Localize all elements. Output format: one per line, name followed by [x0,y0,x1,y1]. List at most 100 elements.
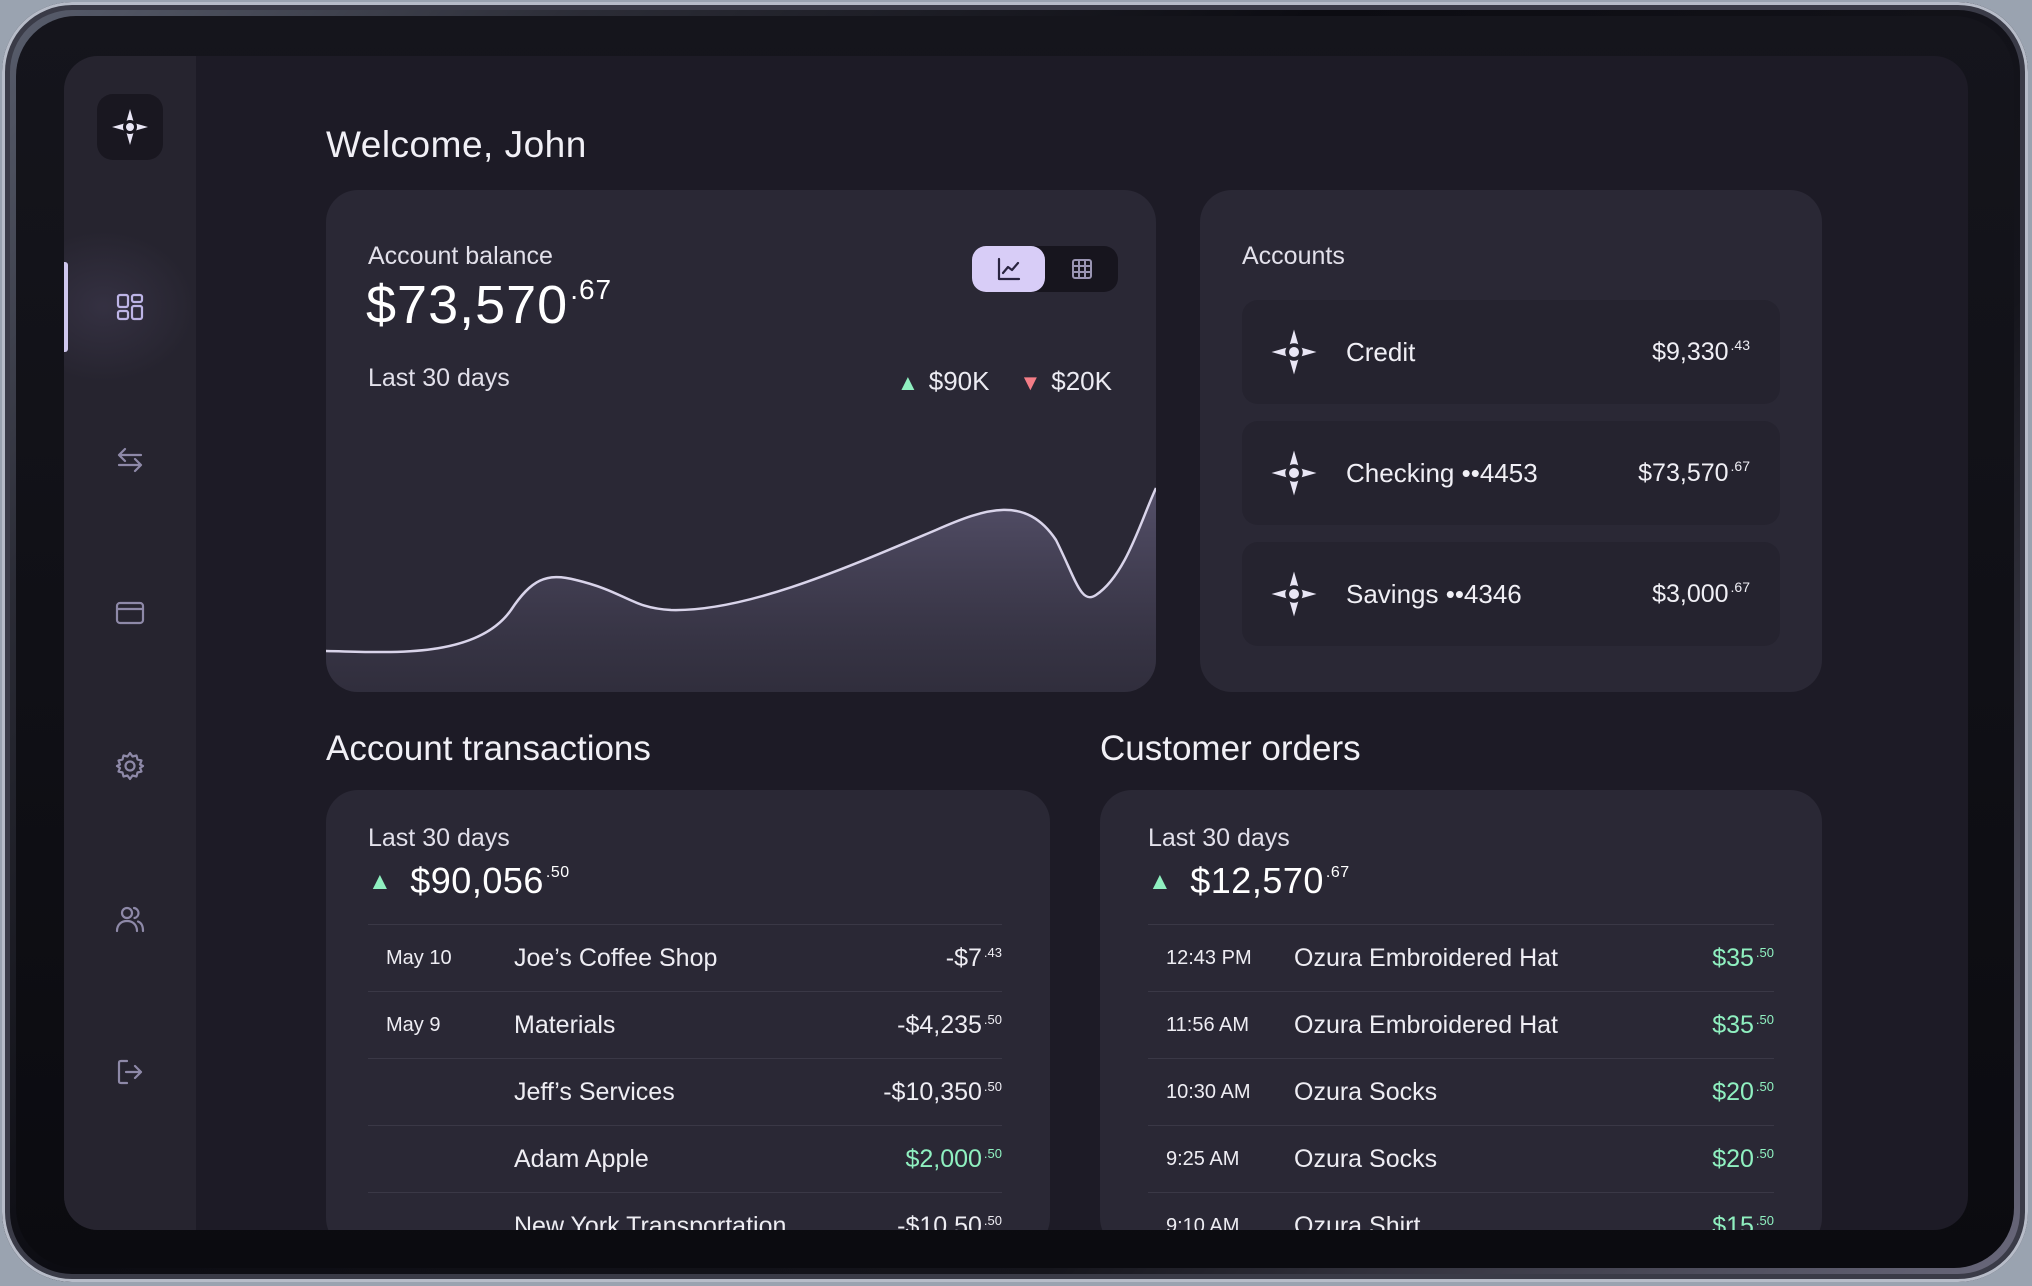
row-date: May 10 [386,946,452,969]
row-amount: -$10.50.50 [897,1211,1002,1231]
balance-chart-line [326,487,1156,654]
row-description: Materials [514,1010,616,1039]
balance-amount-main: $73,570 [366,275,569,335]
sidebar [64,56,196,1230]
table-row[interactable]: 12:43 PM Ozura Embroidered Hat $35.50 [1148,924,1774,991]
row-description: Jeff’s Services [514,1077,675,1106]
balance-chart [326,487,1156,692]
main-content: Welcome, John Account balance $73,570.67… [196,56,1968,1230]
row-description: Adam Apple [514,1144,649,1173]
balance-chart-area [326,488,1156,692]
sidebar-item-dashboard[interactable] [64,230,196,383]
accounts-title: Accounts [1242,242,1345,270]
table-row[interactable]: Jeff’s Services -$10,350.50 [368,1058,1002,1125]
table-row[interactable]: May 9 Materials -$4,235.50 [368,991,1002,1058]
compass-logo-icon [1271,571,1317,617]
card-icon [115,601,145,624]
app-logo[interactable] [97,94,163,160]
orders-card: Last 30 days ▲ $12,570.67 12:43 PM Ozura … [1100,790,1822,1230]
orders-list: 12:43 PM Ozura Embroidered Hat $35.50 11… [1148,924,1774,1230]
compass-logo-icon [1271,450,1317,496]
row-amount: -$10,350.50 [883,1077,1002,1106]
row-description: Ozura Socks [1294,1077,1438,1106]
gear-icon [115,751,145,780]
sidebar-item-cards[interactable] [64,536,196,689]
row-time: 9:10 AM [1166,1214,1240,1231]
account-row-savings[interactable]: Savings ••4346 $3,000.67 [1242,542,1780,646]
table-icon [1071,259,1092,279]
table-row[interactable]: 9:25 AM Ozura Socks $20.50 [1148,1125,1774,1192]
row-amount: $2,000.50 [905,1144,1002,1173]
view-toggle [972,246,1118,292]
row-amount: $20.50 [1712,1144,1774,1173]
row-time: 10:30 AM [1166,1080,1251,1103]
account-amount: $3,000.67 [1652,579,1750,608]
row-amount: $20.50 [1712,1077,1774,1106]
legend-up: ▲ $90K [896,366,990,396]
sidebar-item-transfers[interactable] [64,383,196,536]
balance-label: Account balance [368,242,553,270]
table-row[interactable]: 10:30 AM Ozura Socks $20.50 [1148,1058,1774,1125]
account-amount: $9,330.43 [1652,337,1750,366]
triangle-up-icon: ▲ [368,868,393,895]
balance-period: Last 30 days [368,364,510,392]
grid-icon [116,293,144,320]
table-row[interactable]: May 10 Joe’s Coffee Shop -$7.43 [368,924,1002,991]
orders-title: Customer orders [1100,729,1361,768]
transfer-arrows-icon [117,447,143,472]
row-amount: $35.50 [1712,943,1774,972]
table-view-button[interactable] [1045,246,1118,292]
row-amount: $15.50 [1712,1211,1774,1231]
account-row-credit[interactable]: Credit $9,330.43 [1242,300,1780,404]
row-description: Ozura Shirt [1294,1211,1421,1231]
account-amount: $73,570.67 [1638,458,1750,487]
table-row[interactable]: 9:10 AM Ozura Shirt $15.50 [1148,1192,1774,1230]
triangle-up-icon: ▲ [1148,868,1173,895]
transactions-list: May 10 Joe’s Coffee Shop -$7.43 May 9 Ma… [368,924,1002,1230]
table-row[interactable]: Adam Apple $2,000.50 [368,1125,1002,1192]
balance-card: Account balance $73,570.67 Last 30 days … [326,190,1156,692]
row-description: Ozura Embroidered Hat [1294,943,1559,972]
users-icon [115,906,145,932]
page-title: Welcome, John [326,124,587,165]
table-row[interactable]: 11:56 AM Ozura Embroidered Hat $35.50 [1148,991,1774,1058]
row-amount: -$4,235.50 [897,1010,1002,1039]
row-date: May 9 [386,1013,441,1036]
sidebar-item-logout[interactable] [64,995,196,1148]
legend-down: ▼ $20K [1019,366,1112,396]
row-time: 11:56 AM [1166,1013,1250,1036]
row-description: New York Transportation [514,1211,787,1231]
sidebar-item-customers[interactable] [64,842,196,995]
orders-total: ▲ $12,570.67 [1148,860,1350,901]
row-time: 12:43 PM [1166,946,1252,969]
compass-logo-icon [1271,329,1317,375]
table-row[interactable]: New York Transportation -$10.50.50 [368,1192,1002,1230]
row-time: 9:25 AM [1166,1147,1240,1170]
balance-amount: $73,570.67 [366,274,612,336]
chart-view-button[interactable] [972,246,1045,292]
app-screen: Welcome, John Account balance $73,570.67… [64,56,1968,1230]
sidebar-nav [64,230,196,1148]
transactions-total: ▲ $90,056.50 [368,860,570,901]
account-icon [1242,327,1346,377]
account-icon [1242,448,1346,498]
transactions-period: Last 30 days [368,824,510,852]
row-amount: $35.50 [1712,1010,1774,1039]
account-icon [1242,569,1346,619]
accounts-card: Accounts Credit $9,330.43 [1200,190,1822,692]
account-name: Checking ••4453 [1346,457,1538,488]
account-row-checking[interactable]: Checking ••4453 $73,570.67 [1242,421,1780,525]
row-description: Joe’s Coffee Shop [514,943,718,972]
sidebar-item-settings[interactable] [64,689,196,842]
orders-period: Last 30 days [1148,824,1290,852]
compass-logo-icon [112,109,148,145]
row-amount: -$7.43 [945,943,1002,972]
balance-legend: ▲ $90K ▼ $20K [897,366,1112,397]
triangle-up-icon: ▲ [896,370,919,395]
row-description: Ozura Socks [1294,1144,1438,1173]
transactions-card: Last 30 days ▲ $90,056.50 May 10 Joe’s Co… [326,790,1050,1230]
account-name: Savings ••4346 [1346,578,1522,609]
transactions-title: Account transactions [326,729,651,768]
balance-amount-cents: .67 [570,274,613,305]
logout-icon [117,1059,143,1084]
